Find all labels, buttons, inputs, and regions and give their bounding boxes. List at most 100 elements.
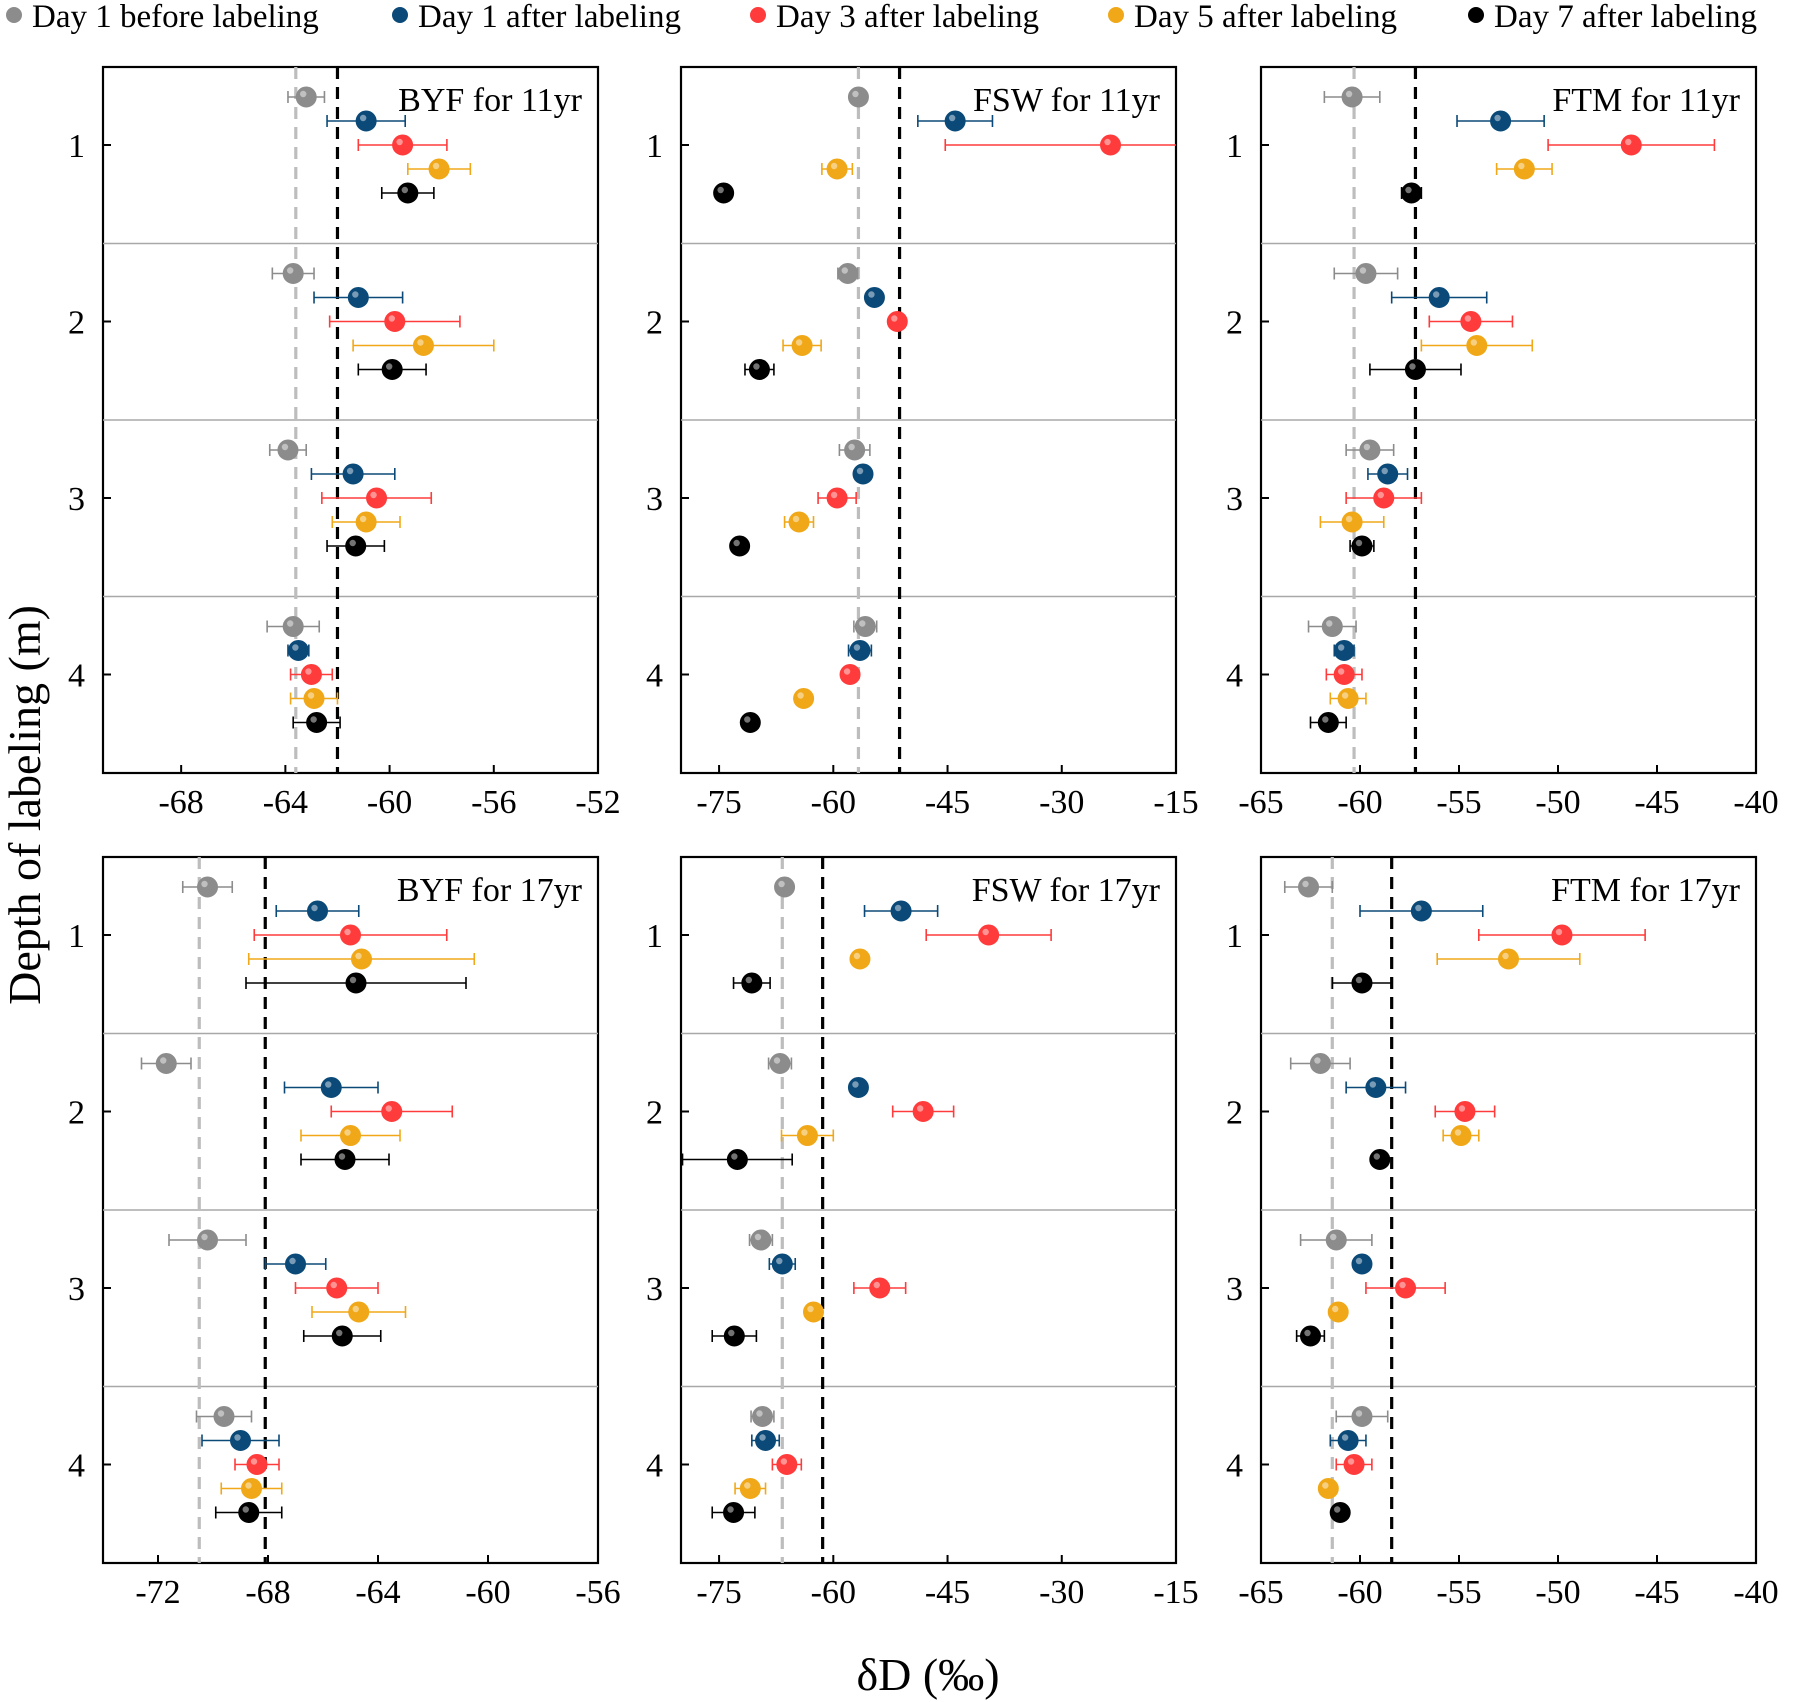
y-tick-label: 3 xyxy=(68,481,85,518)
point-day-1-after-labeling-depth-3 xyxy=(852,463,874,485)
point-highlight xyxy=(281,443,289,451)
point-day-5-after-labeling-depth-2 xyxy=(791,335,813,356)
point-highlight xyxy=(289,1257,296,1265)
point-day-7-after-labeling-depth-1 xyxy=(741,972,763,994)
point-day-1-before-labeling-depth-2 xyxy=(1309,1053,1331,1074)
point-highlight xyxy=(401,186,409,194)
point-day-1-after-labeling-depth-3 xyxy=(771,1253,793,1275)
point-highlight xyxy=(797,692,804,699)
legend-label-day-1-before-labeling: Day 1 before labeling xyxy=(32,0,319,35)
x-tick-label: -40 xyxy=(1733,784,1778,821)
point-highlight xyxy=(852,1081,859,1088)
y-tick-label: 1 xyxy=(1226,128,1243,165)
point-day-7-after-labeling-depth-3 xyxy=(331,1325,353,1347)
y-tick-label: 4 xyxy=(646,658,663,695)
point-day-3-after-labeling-depth-1 xyxy=(1100,134,1122,156)
point-day-5-after-labeling-depth-1 xyxy=(428,158,450,180)
point-highlight xyxy=(1373,1153,1381,1160)
panel-title: FTM for 11yr xyxy=(1552,82,1740,119)
point-highlight xyxy=(330,1281,337,1289)
point-highlight xyxy=(745,976,753,984)
point-day-1-after-labeling-depth-1 xyxy=(355,110,377,132)
point-day-3-after-labeling-depth-4 xyxy=(839,664,861,685)
point-highlight xyxy=(717,186,724,194)
point-day-1-before-labeling-depth-3 xyxy=(844,439,866,461)
point-highlight xyxy=(795,339,803,346)
point-day-5-after-labeling-depth-3 xyxy=(355,511,377,533)
point-highlight xyxy=(217,1410,225,1417)
point-highlight xyxy=(773,1057,781,1064)
point-highlight xyxy=(1625,138,1632,146)
point-day-3-after-labeling-depth-2 xyxy=(886,311,908,332)
x-tick-label: -30 xyxy=(1039,784,1084,821)
point-highlight xyxy=(873,1281,880,1289)
y-tick-label: 1 xyxy=(1226,918,1243,955)
legend-marker-day-3-after-labeling xyxy=(750,7,766,23)
x-axis-title: δD (‰) xyxy=(856,1649,999,1700)
point-day-1-before-labeling-depth-1 xyxy=(774,876,796,898)
point-highlight xyxy=(344,928,351,936)
y-tick-label: 3 xyxy=(1226,481,1243,518)
legend: Day 1 before labeling Day 1 after labelin… xyxy=(6,0,1757,35)
point-day-5-after-labeling-depth-1 xyxy=(826,158,848,180)
point-day-7-after-labeling-depth-2 xyxy=(726,1149,748,1170)
point-day-1-after-labeling-depth-2 xyxy=(863,287,885,308)
point-day-1-before-labeling-depth-2 xyxy=(282,263,304,284)
legend-marker-day-7-after-labeling xyxy=(1468,7,1484,23)
point-highlight xyxy=(731,1153,738,1160)
point-highlight xyxy=(1337,668,1345,675)
point-day-7-after-labeling-depth-4 xyxy=(723,1502,745,1523)
point-highlight xyxy=(1518,162,1525,170)
legend-marker-day-1-after-labeling xyxy=(392,7,408,23)
x-tick-label: -15 xyxy=(1153,1574,1198,1611)
point-highlight xyxy=(948,114,956,122)
point-day-3-after-labeling-depth-3 xyxy=(366,487,388,509)
x-tick-label: -40 xyxy=(1733,1574,1778,1611)
point-highlight xyxy=(160,1057,167,1064)
point-highlight xyxy=(349,976,357,984)
point-highlight xyxy=(1494,114,1501,122)
point-day-3-after-labeling-depth-2 xyxy=(912,1101,934,1122)
point-highlight xyxy=(1409,363,1416,370)
panel-title: BYF for 11yr xyxy=(398,82,583,119)
point-highlight xyxy=(1347,1458,1355,1465)
point-highlight xyxy=(1454,1129,1462,1136)
point-day-1-after-labeling-depth-3 xyxy=(285,1253,306,1275)
point-highlight xyxy=(1334,1506,1341,1513)
point-highlight xyxy=(754,1233,762,1241)
point-highlight xyxy=(1345,515,1353,523)
legend-marker-day-5-after-labeling xyxy=(1108,7,1124,23)
point-day-5-after-labeling-depth-4 xyxy=(303,688,325,709)
point-day-1-before-labeling-depth-4 xyxy=(1351,1406,1373,1427)
point-day-3-after-labeling-depth-3 xyxy=(826,487,848,509)
y-tick-label: 1 xyxy=(68,918,85,955)
x-tick-label: -60 xyxy=(811,1574,856,1611)
x-tick-label: -52 xyxy=(575,784,620,821)
point-highlight xyxy=(733,539,740,547)
point-day-7-after-labeling-depth-4 xyxy=(1329,1502,1351,1523)
x-tick-label: -60 xyxy=(1337,784,1382,821)
panel-fsw-for-11yr: -75 -60 -45 -30 -15 1 2 3 4 FSW for 11yr xyxy=(646,65,1199,821)
point-day-7-after-labeling-depth-2 xyxy=(748,359,770,380)
point-day-5-after-labeling-depth-2 xyxy=(412,335,434,356)
point-day-1-before-labeling-depth-4 xyxy=(213,1406,235,1427)
point-highlight xyxy=(894,904,902,912)
point-day-3-after-labeling-depth-1 xyxy=(1551,924,1573,946)
point-highlight xyxy=(830,491,838,499)
point-day-3-after-labeling-depth-4 xyxy=(246,1454,268,1475)
point-highlight xyxy=(856,467,864,475)
point-highlight xyxy=(1458,1105,1466,1112)
point-highlight xyxy=(355,952,362,960)
point-day-7-after-labeling-depth-2 xyxy=(1404,359,1426,380)
point-day-3-after-labeling-depth-3 xyxy=(869,1277,891,1299)
point-day-1-after-labeling-depth-1 xyxy=(307,900,328,922)
point-day-7-after-labeling-depth-3 xyxy=(1351,535,1373,557)
point-day-3-after-labeling-depth-4 xyxy=(1333,664,1355,685)
point-highlight xyxy=(830,162,838,170)
y-tick-label: 1 xyxy=(646,128,663,165)
point-highlight xyxy=(868,291,875,298)
point-highlight xyxy=(349,539,356,547)
legend-marker-day-1-before-labeling xyxy=(6,7,22,23)
point-highlight xyxy=(292,644,299,651)
y-tick-label: 2 xyxy=(1226,305,1243,342)
